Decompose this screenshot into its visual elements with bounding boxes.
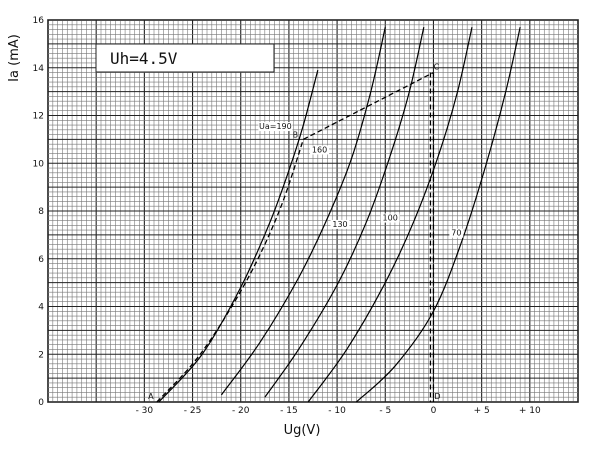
curve-label: 70 [451, 229, 461, 238]
axis-ticks: - 30 - 25 - 20 - 15 - 10 - 5 0 + 5 + 10 0 2 4 6 8 10 12… [33, 16, 541, 416]
curve-label-bg [330, 219, 350, 229]
points: A B C D [148, 63, 440, 401]
curve-label-bg [449, 228, 464, 238]
grid [47, 19, 579, 403]
curve-label-bg [380, 213, 400, 223]
y-tick-label: 6 [38, 255, 44, 265]
x-tick-label: - 25 [184, 406, 202, 416]
load-line-ab [156, 139, 304, 403]
point-label: C [434, 63, 440, 72]
y-tick-label: 0 [38, 398, 44, 408]
x-tick-label: - 30 [136, 406, 154, 416]
y-tick-label: 16 [33, 16, 45, 26]
curve-label-bg [310, 145, 330, 155]
y-tick-label: 8 [38, 207, 44, 217]
curve-label: Ua=190 [259, 122, 292, 131]
y-axis-label: Ia (mA) [7, 34, 22, 82]
annotation-text: Uh=4.5V [110, 49, 178, 68]
curve-line [307, 27, 473, 403]
x-tick-label: - 15 [280, 406, 298, 416]
curves: Ua=190 160 130 100 70 [158, 27, 521, 403]
y-tick-label: 14 [33, 64, 45, 74]
curve-label-bg [258, 122, 293, 132]
curve-line [158, 69, 319, 403]
load-line-bc [303, 71, 434, 140]
curve-label: 100 [383, 214, 398, 223]
x-tick-label: + 5 [474, 406, 490, 416]
y-tick-label: 12 [33, 112, 44, 122]
x-tick-label: 0 [431, 406, 437, 416]
x-tick-label: - 20 [232, 406, 250, 416]
point-label: B [293, 130, 299, 139]
curve-label: 160 [312, 145, 327, 154]
curve-label: 130 [332, 220, 347, 229]
x-axis-label: Ug(V) [284, 423, 321, 438]
load-line [156, 71, 435, 403]
y-tick-label: 4 [38, 303, 44, 313]
x-tick-label: + 10 [519, 406, 541, 416]
point-label: D [434, 392, 440, 401]
curve-line [220, 27, 386, 396]
point-label: A [148, 392, 154, 401]
x-tick-label: - 5 [379, 406, 391, 416]
curve-line [355, 27, 521, 403]
y-tick-label: 10 [33, 159, 45, 169]
x-tick-label: - 10 [328, 406, 346, 416]
annotation-box [95, 43, 275, 73]
y-tick-label: 2 [38, 350, 44, 360]
curve-line [264, 27, 425, 398]
